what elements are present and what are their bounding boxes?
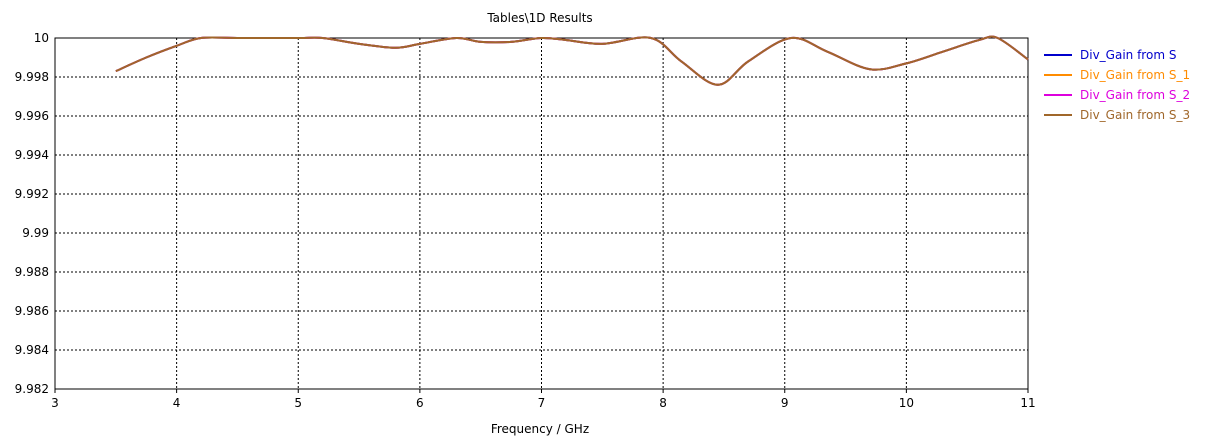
y-tick-label: 9.99 <box>22 226 49 240</box>
series-line <box>115 35 1029 86</box>
legend-item[interactable]: Div_Gain from S_1 <box>1080 68 1190 82</box>
y-tick-label: 9.994 <box>15 148 49 162</box>
x-tick-label: 6 <box>416 396 424 410</box>
x-tick-label: 5 <box>294 396 302 410</box>
legend-item[interactable]: Div_Gain from S_2 <box>1080 88 1190 102</box>
legend-item[interactable]: Div_Gain from S_3 <box>1080 108 1190 122</box>
y-tick-label: 9.988 <box>15 265 49 279</box>
y-tick-label: 9.982 <box>15 382 49 396</box>
y-tick-label: 9.998 <box>15 70 49 84</box>
y-tick-label: 9.996 <box>15 109 49 123</box>
x-tick-label: 11 <box>1020 396 1035 410</box>
y-tick-label: 9.992 <box>15 187 49 201</box>
x-tick-labels: 3 4 5 6 7 8 9 10 11 <box>51 396 1035 410</box>
legend[interactable]: Div_Gain from S Div_Gain from S_1 Div_Gain… <box>1044 48 1190 122</box>
x-tick-label: 8 <box>659 396 667 410</box>
legend-item[interactable]: Div_Gain from S <box>1080 48 1176 62</box>
x-tick-label: 9 <box>781 396 789 410</box>
y-tick-labels: 10 9.998 9.996 9.994 9.992 9.99 9.988 9.986 9.98… <box>15 31 49 396</box>
x-axis-label: Frequency / GHz <box>491 422 589 436</box>
chart-title: Tables\1D Results <box>486 11 592 25</box>
y-tick-label: 10 <box>34 31 49 45</box>
x-tick-label: 7 <box>538 396 546 410</box>
x-tick-label: 10 <box>899 396 914 410</box>
series-lines <box>115 35 1029 86</box>
x-tick-label: 4 <box>173 396 181 410</box>
x-tick-label: 3 <box>51 396 59 410</box>
y-tick-label: 9.986 <box>15 304 49 318</box>
y-tick-label: 9.984 <box>15 343 49 357</box>
